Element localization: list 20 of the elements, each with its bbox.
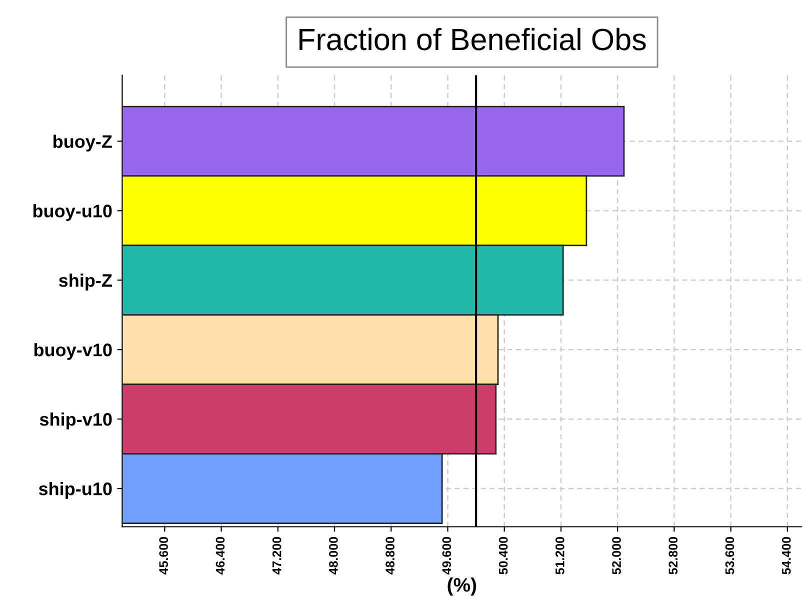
y-tick-label: buoy-Z	[54, 134, 112, 152]
x-axis-title: (%)	[448, 577, 476, 596]
y-tick-label: ship-Z	[58, 274, 112, 290]
x-tick-label: 50.400	[498, 536, 508, 574]
y-tick-label: ship-v10	[40, 412, 112, 430]
x-tick-label: 46.400	[216, 536, 225, 575]
chart-title: Fraction of Beneficial Obs	[300, 28, 646, 50]
y-tick-label: buoy-u10	[33, 204, 112, 221]
x-tick-label: 48.000	[329, 536, 338, 575]
x-tick-label: 51.200	[555, 536, 564, 574]
x-tick-label: 45.600	[159, 536, 168, 575]
x-tick-label: 52.000	[612, 536, 621, 574]
x-tick-label: 53.600	[725, 536, 734, 574]
x-tick-label: 54.400	[782, 536, 791, 574]
x-tick-label: 52.800	[668, 536, 678, 574]
x-tick-label: 47.200	[272, 536, 282, 575]
x-tick-label: 48.800	[386, 536, 394, 575]
y-tick-label: ship-u10	[38, 482, 112, 499]
x-tick-label: 49.600	[442, 536, 452, 575]
y-tick-label: buoy-v10	[34, 343, 112, 360]
